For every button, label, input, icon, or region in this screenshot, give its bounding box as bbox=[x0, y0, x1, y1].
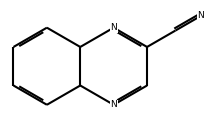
Text: N: N bbox=[197, 11, 204, 20]
Text: N: N bbox=[110, 100, 117, 109]
Text: N: N bbox=[110, 23, 117, 32]
